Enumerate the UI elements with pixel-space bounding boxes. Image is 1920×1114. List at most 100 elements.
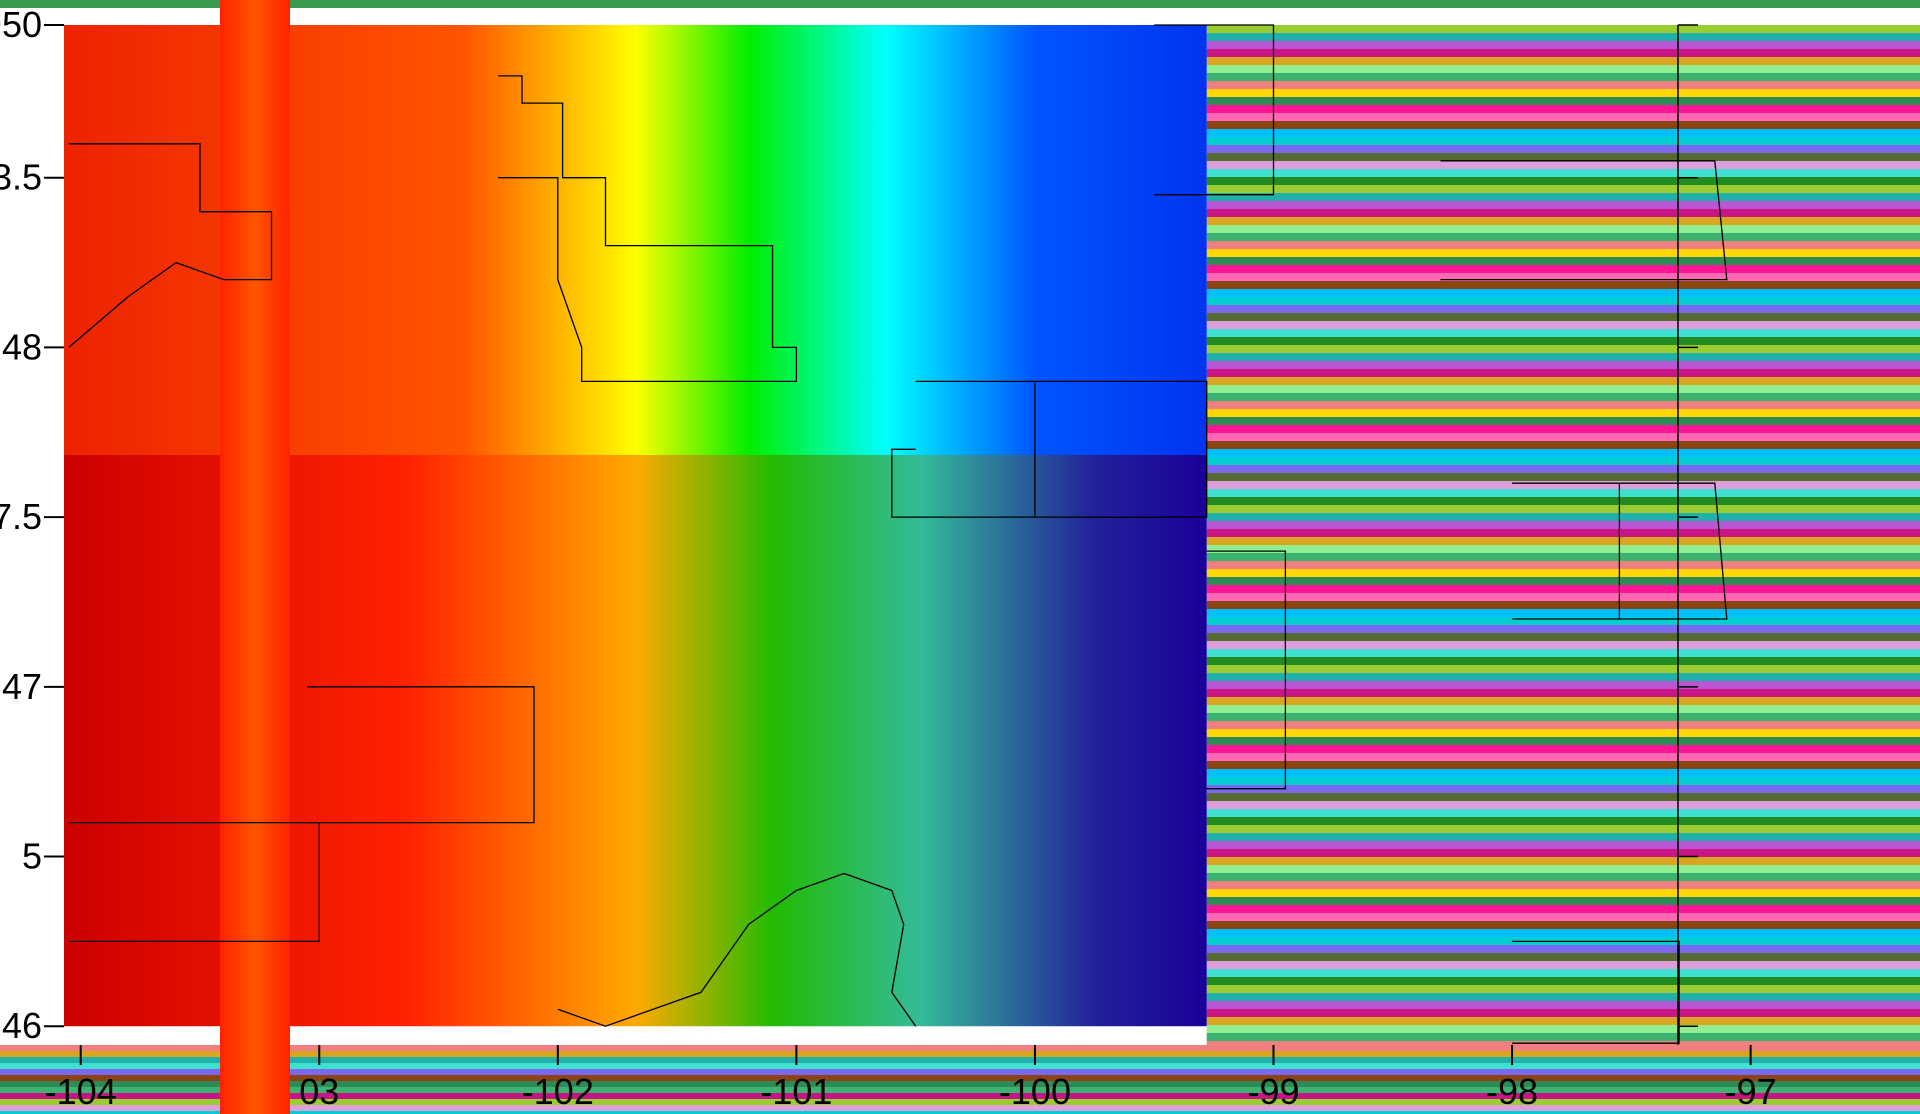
color-band bbox=[1206, 873, 1920, 881]
color-band bbox=[1206, 81, 1920, 89]
color-band bbox=[1206, 201, 1920, 209]
color-band bbox=[1206, 265, 1920, 273]
color-band bbox=[1206, 145, 1920, 153]
color-band bbox=[1206, 393, 1920, 401]
color-band bbox=[1206, 913, 1920, 921]
color-band bbox=[1206, 833, 1920, 841]
color-band bbox=[1206, 369, 1920, 377]
y-tick-label: 46 bbox=[2, 1005, 42, 1046]
color-band bbox=[1206, 1025, 1920, 1033]
color-band bbox=[1206, 929, 1920, 937]
color-band bbox=[1206, 745, 1920, 753]
color-band bbox=[1206, 569, 1920, 577]
color-band bbox=[1206, 41, 1920, 49]
county-outline bbox=[498, 75, 798, 383]
county-outline bbox=[1206, 550, 1287, 790]
color-band bbox=[1206, 225, 1920, 233]
bottom-band bbox=[0, 1057, 1920, 1063]
color-band bbox=[1206, 529, 1920, 537]
x-tick-label: -100 bbox=[999, 1071, 1071, 1112]
color-band bbox=[1206, 297, 1920, 305]
bottom-band bbox=[0, 1051, 1920, 1057]
color-band bbox=[1206, 65, 1920, 73]
color-band bbox=[1206, 841, 1920, 849]
color-band bbox=[1206, 721, 1920, 729]
color-band bbox=[1206, 905, 1920, 913]
color-band bbox=[1206, 601, 1920, 609]
color-band bbox=[1206, 457, 1920, 465]
color-band bbox=[1206, 401, 1920, 409]
color-band bbox=[1206, 969, 1920, 977]
color-band bbox=[1206, 617, 1920, 625]
color-band bbox=[1206, 793, 1920, 801]
color-band bbox=[1206, 305, 1920, 313]
bottom-band bbox=[0, 1075, 1920, 1081]
color-band bbox=[1206, 241, 1920, 249]
color-band bbox=[1206, 1009, 1920, 1017]
color-band bbox=[1206, 657, 1920, 665]
color-band bbox=[1206, 625, 1920, 633]
color-band bbox=[1206, 489, 1920, 497]
color-band bbox=[1206, 425, 1920, 433]
color-band bbox=[1206, 329, 1920, 337]
color-band bbox=[1206, 985, 1920, 993]
color-band bbox=[1206, 689, 1920, 697]
color-band bbox=[1206, 409, 1920, 417]
color-band bbox=[1206, 665, 1920, 673]
color-band bbox=[1206, 889, 1920, 897]
color-band bbox=[1206, 281, 1920, 289]
color-band bbox=[1206, 417, 1920, 425]
color-band bbox=[1206, 681, 1920, 689]
bottom-band bbox=[0, 1087, 1920, 1093]
color-band bbox=[1206, 697, 1920, 705]
y-tick-label: 3.5 bbox=[0, 157, 42, 198]
color-band bbox=[1206, 353, 1920, 361]
county-outline bbox=[307, 686, 535, 824]
color-band bbox=[1206, 753, 1920, 761]
color-band bbox=[1206, 105, 1920, 113]
color-band bbox=[1206, 161, 1920, 169]
county-outline bbox=[1512, 940, 1680, 1044]
color-band bbox=[1206, 865, 1920, 873]
color-band bbox=[1206, 449, 1920, 457]
color-band bbox=[1206, 25, 1920, 33]
color-band bbox=[1206, 497, 1920, 505]
color-band bbox=[1206, 153, 1920, 161]
x-tick-label: -102 bbox=[522, 1071, 594, 1112]
color-band bbox=[1206, 169, 1920, 177]
color-band bbox=[1206, 321, 1920, 329]
color-band bbox=[1206, 545, 1920, 553]
color-band bbox=[1206, 361, 1920, 369]
color-band bbox=[1206, 209, 1920, 217]
color-band bbox=[1206, 737, 1920, 745]
color-band bbox=[1206, 345, 1920, 353]
color-band bbox=[1206, 881, 1920, 889]
color-band bbox=[1206, 961, 1920, 969]
x-tick-label: -99 bbox=[1247, 1071, 1299, 1112]
county-outline bbox=[1440, 160, 1728, 281]
color-band bbox=[1206, 945, 1920, 953]
color-band bbox=[1206, 49, 1920, 57]
bottom-band bbox=[0, 1105, 1920, 1111]
color-band bbox=[1206, 121, 1920, 129]
color-band bbox=[1206, 641, 1920, 649]
color-band bbox=[1206, 33, 1920, 41]
color-band bbox=[1206, 553, 1920, 561]
color-band bbox=[1206, 953, 1920, 961]
color-band bbox=[1206, 977, 1920, 985]
color-band bbox=[1206, 257, 1920, 265]
bottom-band bbox=[0, 1081, 1920, 1087]
color-band bbox=[1206, 897, 1920, 905]
county-outline bbox=[557, 872, 917, 1027]
color-band bbox=[1206, 825, 1920, 833]
color-band bbox=[1206, 177, 1920, 185]
top-strip bbox=[0, 0, 1920, 8]
vertical-stripe bbox=[220, 0, 290, 1114]
county-outline bbox=[68, 821, 320, 943]
y-tick-label: 48 bbox=[2, 326, 42, 367]
color-band bbox=[1206, 817, 1920, 825]
color-band bbox=[1206, 249, 1920, 257]
color-band bbox=[1206, 57, 1920, 65]
color-band bbox=[1206, 89, 1920, 97]
